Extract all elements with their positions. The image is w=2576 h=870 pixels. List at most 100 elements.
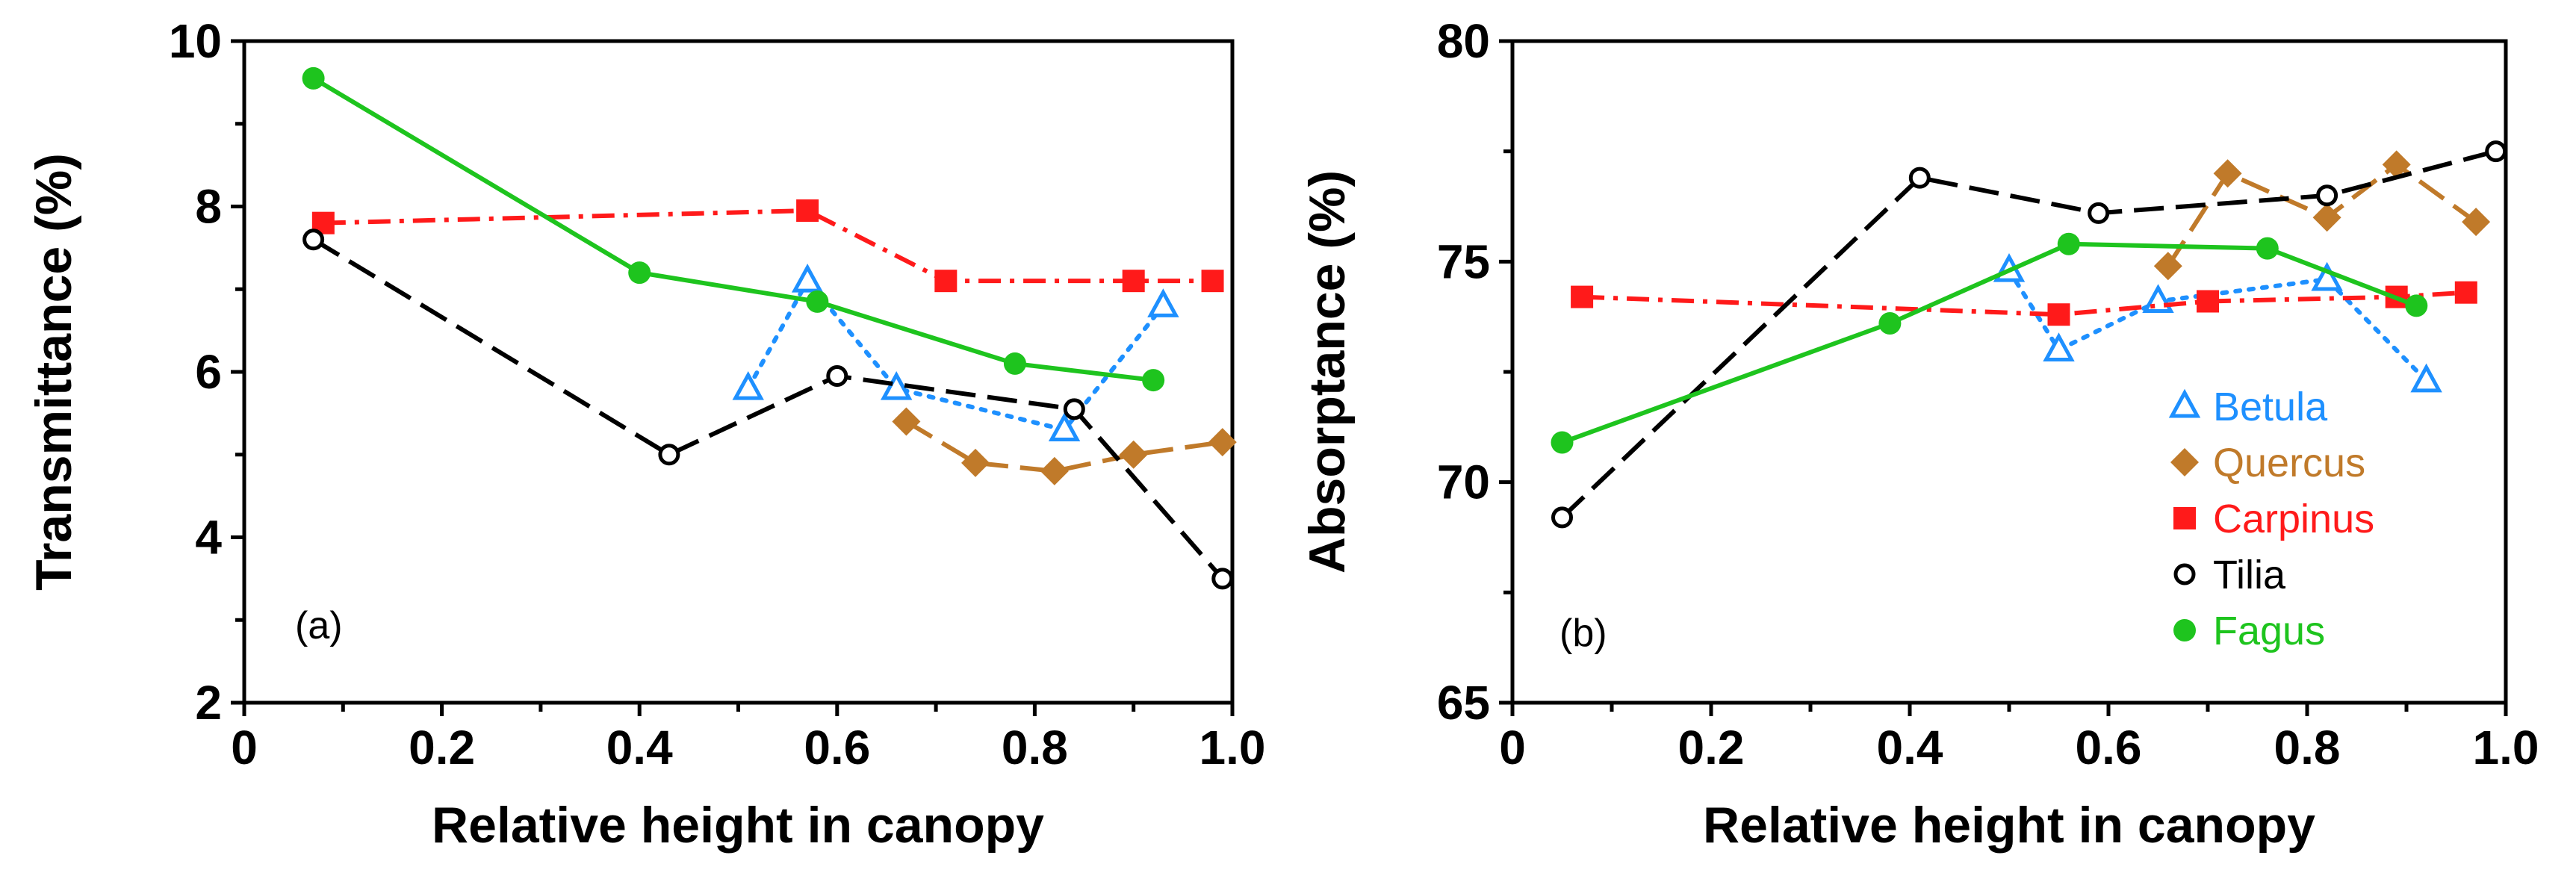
b-point-fagus <box>2256 237 2279 260</box>
b-point-betula <box>2410 363 2442 393</box>
b-x-tick-label: 1.0 <box>2473 721 2539 774</box>
a-point-tilia <box>658 444 680 466</box>
b-point-tilia <box>2316 184 2338 207</box>
a-x-tick-label: 1.0 <box>1199 721 1266 774</box>
b-point-fagus <box>2057 232 2080 255</box>
a-y-tick-label: 8 <box>195 180 222 234</box>
b-point-betula <box>2311 261 2343 291</box>
a-point-betula <box>880 370 913 400</box>
b-point-quercus <box>2153 252 2182 281</box>
panel-b-y-axis-label: Absorptance (%) <box>1299 170 1356 574</box>
b-x-tick-label: 0.6 <box>2076 721 2142 774</box>
b-point-carpinus <box>1571 285 1594 308</box>
legend-label-quercus: Quercus <box>2213 441 2365 485</box>
a-point-quercus <box>1119 440 1148 469</box>
b-y-tick-label: 70 <box>1437 456 1490 509</box>
panel-a-x-axis-label: Relative height in canopy <box>432 797 1044 854</box>
legend-marker-tilia <box>2173 563 2196 585</box>
a-point-fagus <box>1142 369 1165 392</box>
legend-item-quercus: Quercus <box>2170 441 2365 485</box>
b-point-carpinus <box>2047 303 2070 326</box>
b-point-carpinus <box>2454 281 2477 304</box>
a-point-fagus <box>628 261 651 285</box>
b-series-quercus <box>2153 150 2491 281</box>
a-point-carpinus <box>1122 270 1145 293</box>
legend-label-fagus: Fagus <box>2213 609 2325 653</box>
panel-a-series <box>302 66 1237 590</box>
legend-label-tilia: Tilia <box>2213 553 2286 597</box>
panel-b-absorptance: 0 0.2 0.4 0.6 0.8 1.0 65 70 75 80 Relative height… <box>1299 14 2539 854</box>
b-point-tilia <box>1551 506 1573 529</box>
a-point-betula <box>1048 412 1081 442</box>
a-x-tick-label: 0.6 <box>804 721 870 774</box>
legend-marker-carpinus <box>2173 507 2196 529</box>
a-point-fagus <box>302 66 325 90</box>
b-point-tilia <box>1908 167 1931 189</box>
a-line-fagus <box>312 76 1154 383</box>
b-y-tick-label: 65 <box>1437 676 1490 730</box>
a-point-fagus <box>806 290 829 313</box>
legend-marker-betula <box>2168 388 2201 418</box>
a-x-tick-label: 0 <box>231 721 258 774</box>
b-point-quercus <box>2382 150 2411 179</box>
a-point-betula <box>1147 288 1179 317</box>
b-point-fagus <box>2405 294 2428 317</box>
panel-b-label: (b) <box>1559 612 1607 655</box>
panel-a-y-axis-label: Transmittance (%) <box>25 153 82 591</box>
b-y-tick-label: 80 <box>1437 14 1490 68</box>
a-y-tick-label: 2 <box>195 676 222 730</box>
a-series-carpinus <box>311 199 1224 293</box>
panel-b-frame <box>1510 39 2508 705</box>
b-point-fagus <box>1878 312 1902 335</box>
a-point-fagus <box>1003 352 1026 375</box>
a-y-tick-label: 4 <box>195 511 222 565</box>
b-x-tick-label: 0 <box>1499 721 1526 774</box>
legend-item-betula: Betula <box>2168 385 2328 429</box>
legend: Betula Quercus Carpinus Tilia Fagus <box>2168 385 2374 653</box>
legend-item-fagus: Fagus <box>2173 609 2325 653</box>
b-point-tilia <box>2485 140 2507 163</box>
a-series-betula <box>732 263 1179 442</box>
a-point-tilia <box>1211 568 1234 590</box>
panel-a-ticks: 0 0.2 0.4 0.6 0.8 1.0 2 4 6 8 10 <box>169 14 1266 774</box>
b-series-fagus <box>1551 232 2428 454</box>
a-line-betula <box>745 276 1166 432</box>
b-point-quercus <box>2213 159 2242 188</box>
a-point-tilia <box>1063 398 1085 420</box>
legend-label-betula: Betula <box>2213 385 2328 429</box>
a-line-tilia <box>312 237 1225 580</box>
b-point-carpinus <box>2197 290 2219 313</box>
a-y-tick-label: 6 <box>195 345 222 399</box>
legend-item-carpinus: Carpinus <box>2173 497 2374 541</box>
b-x-tick-label: 0.4 <box>1877 721 1943 774</box>
panel-b-ticks: 0 0.2 0.4 0.6 0.8 1.0 65 70 75 80 <box>1437 14 2539 774</box>
a-point-tilia <box>826 365 848 388</box>
panel-a-label: (a) <box>295 604 343 647</box>
a-line-quercus <box>904 419 1223 473</box>
legend-item-tilia: Tilia <box>2173 553 2286 597</box>
a-y-tick-label: 10 <box>169 14 222 68</box>
a-point-carpinus <box>1201 270 1224 293</box>
b-x-tick-label: 0.2 <box>1678 721 1745 774</box>
a-series-tilia <box>302 229 1234 590</box>
b-y-tick-label: 75 <box>1437 234 1490 288</box>
legend-marker-quercus <box>2170 448 2199 476</box>
panel-b-x-axis-label: Relative height in canopy <box>1703 797 2315 854</box>
b-point-quercus <box>2462 208 2491 237</box>
legend-label-carpinus: Carpinus <box>2213 497 2374 541</box>
b-point-betula <box>2043 332 2075 361</box>
panel-b-series <box>1551 140 2507 529</box>
a-x-tick-label: 0.2 <box>409 721 475 774</box>
a-point-quercus <box>961 448 990 477</box>
a-point-carpinus <box>934 270 958 293</box>
a-point-quercus <box>1208 428 1237 457</box>
a-series-fagus <box>302 66 1165 392</box>
b-series-carpinus <box>1571 281 2477 326</box>
b-series-tilia <box>1551 140 2507 529</box>
b-point-fagus <box>1551 431 1574 454</box>
a-point-carpinus <box>796 199 819 223</box>
panel-a-transmittance: 0 0.2 0.4 0.6 0.8 1.0 2 4 6 8 10 Relative height i… <box>25 14 1265 854</box>
a-point-tilia <box>302 229 325 251</box>
b-x-tick-label: 0.8 <box>2274 721 2341 774</box>
